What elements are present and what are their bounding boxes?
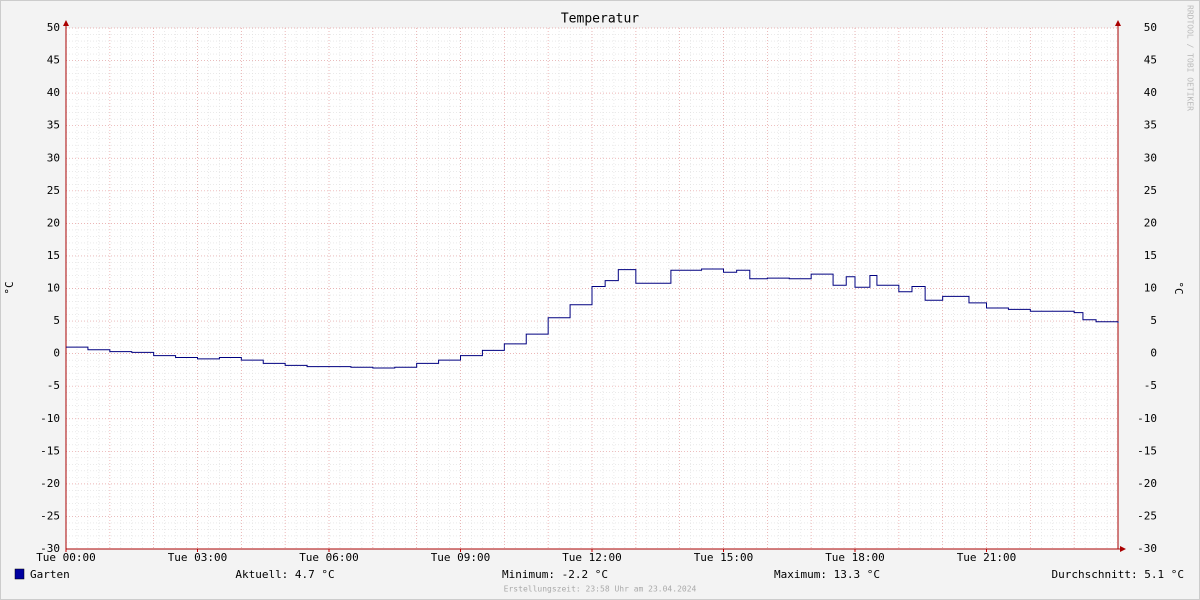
x-tick-label: Tue 09:00 <box>431 551 491 564</box>
y2-tick-label: 5 <box>1150 314 1157 327</box>
y-tick-label: 45 <box>47 54 60 67</box>
y2-tick-label: 35 <box>1144 119 1157 132</box>
y-tick-label: -5 <box>47 379 60 392</box>
y-tick-label: -30 <box>40 542 60 555</box>
stat-current: Aktuell: 4.7 °C <box>235 568 334 581</box>
legend-label: Garten <box>30 568 70 581</box>
y2-tick-label: -20 <box>1137 477 1157 490</box>
x-tick-label: Tue 15:00 <box>694 551 754 564</box>
line-series <box>66 268 1119 369</box>
y2-tick-label: 50 <box>1144 21 1157 34</box>
y-tick-label: -25 <box>40 509 60 522</box>
x-tick-label: Tue 00:00 <box>36 551 96 564</box>
y2-tick-label: -10 <box>1137 412 1157 425</box>
y2-tick-label: 30 <box>1144 151 1157 164</box>
x-tick-label: Tue 03:00 <box>168 551 228 564</box>
x-tick-label: Tue 18:00 <box>825 551 885 564</box>
y-tick-label: 50 <box>47 21 60 34</box>
x-tick-label: Tue 21:00 <box>957 551 1017 564</box>
y2-tick-label: 0 <box>1150 347 1157 360</box>
y-tick-label: 10 <box>47 282 60 295</box>
x-tick-label: Tue 06:00 <box>299 551 359 564</box>
y-tick-label: 40 <box>47 86 60 99</box>
y-tick-label: -20 <box>40 477 60 490</box>
y-tick-label: 5 <box>53 314 60 327</box>
y2-tick-label: -15 <box>1137 444 1157 457</box>
arrow <box>63 20 69 26</box>
y-tick-label: -15 <box>40 444 60 457</box>
y-tick-label: -10 <box>40 412 60 425</box>
y2-tick-label: 15 <box>1144 249 1157 262</box>
y2-axis-label: °C <box>1172 281 1185 294</box>
y2-tick-label: 25 <box>1144 184 1157 197</box>
footer: Erstellungszeit: 23:58 Uhr am 23.04.2024 <box>504 585 697 594</box>
y2-tick-label: -30 <box>1137 542 1157 555</box>
y-tick-label: 20 <box>47 216 60 229</box>
arrow <box>1120 546 1126 552</box>
stat-avg: Durchschnitt: 5.1 °C <box>1052 568 1184 581</box>
y2-tick-label: -25 <box>1137 509 1157 522</box>
y2-tick-label: 40 <box>1144 86 1157 99</box>
y-tick-label: 0 <box>53 347 60 360</box>
watermark: RRDTOOL / TOBI OETIKER <box>1186 5 1195 111</box>
y-tick-label: 30 <box>47 151 60 164</box>
legend-swatch <box>14 568 25 580</box>
x-tick-label: Tue 12:00 <box>562 551 622 564</box>
y-tick-label: 15 <box>47 249 60 262</box>
stat-min: Minimum: -2.2 °C <box>502 568 608 581</box>
y-tick-label: 25 <box>47 184 60 197</box>
y2-tick-label: 45 <box>1144 54 1157 67</box>
y-tick-label: 35 <box>47 119 60 132</box>
arrow <box>1115 20 1121 26</box>
y2-tick-label: 10 <box>1144 282 1157 295</box>
stat-max: Maximum: 13.3 °C <box>774 568 880 581</box>
chart-title: Temperatur <box>561 12 639 27</box>
y2-tick-label: -5 <box>1144 379 1157 392</box>
y2-tick-label: 20 <box>1144 216 1157 229</box>
y-axis-label: °C <box>3 281 16 294</box>
